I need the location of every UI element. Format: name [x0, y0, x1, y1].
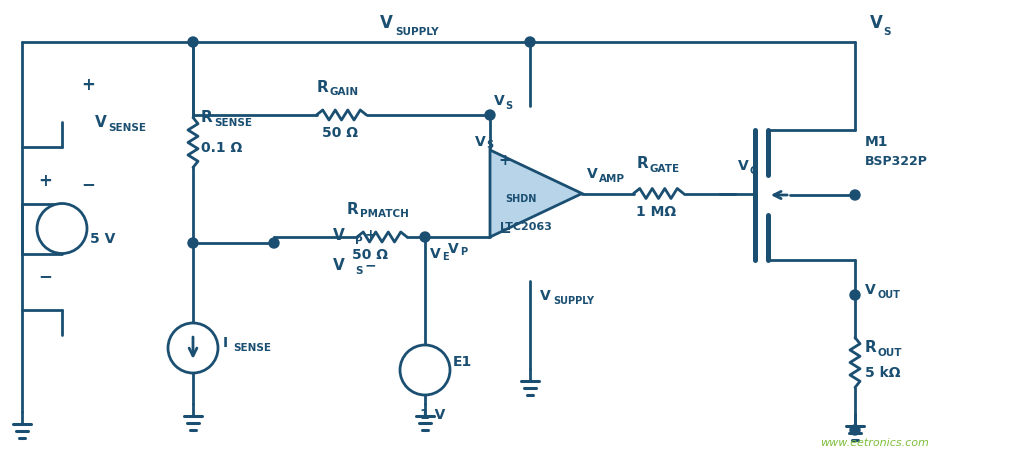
- Circle shape: [168, 323, 218, 373]
- Text: SENSE: SENSE: [108, 123, 146, 132]
- Circle shape: [188, 238, 198, 248]
- Text: R: R: [865, 340, 877, 355]
- Text: R: R: [636, 156, 648, 171]
- Text: BSP322P: BSP322P: [865, 155, 928, 168]
- Text: R: R: [347, 201, 359, 217]
- Text: 5 V: 5 V: [90, 231, 115, 246]
- Text: OUT: OUT: [878, 290, 901, 300]
- Text: V: V: [738, 159, 749, 172]
- Text: +: +: [38, 171, 52, 189]
- Text: M1: M1: [865, 135, 889, 149]
- Text: −: −: [38, 267, 52, 285]
- Text: 50 Ω: 50 Ω: [321, 126, 357, 140]
- Circle shape: [850, 290, 860, 300]
- Text: R: R: [316, 79, 328, 95]
- Circle shape: [188, 37, 198, 47]
- Text: PMATCH: PMATCH: [360, 209, 409, 219]
- Polygon shape: [490, 150, 582, 237]
- Text: SHDN: SHDN: [505, 194, 537, 203]
- Circle shape: [269, 238, 279, 248]
- Text: V: V: [333, 227, 345, 242]
- Text: S: S: [883, 27, 891, 37]
- Text: S: S: [486, 140, 494, 150]
- Text: GATE: GATE: [649, 164, 679, 173]
- Text: V: V: [494, 94, 505, 108]
- Text: +: +: [81, 76, 95, 94]
- Text: SUPPLY: SUPPLY: [553, 296, 594, 306]
- Text: 50 Ω: 50 Ω: [352, 248, 388, 262]
- Text: −: −: [364, 258, 376, 272]
- Text: V: V: [587, 166, 598, 181]
- Text: V: V: [430, 247, 441, 261]
- Circle shape: [400, 345, 450, 395]
- Text: V: V: [870, 14, 883, 32]
- Text: 0.1 Ω: 0.1 Ω: [201, 141, 242, 154]
- Text: +: +: [364, 228, 376, 242]
- Text: E1: E1: [453, 355, 472, 369]
- Text: 1 MΩ: 1 MΩ: [636, 205, 676, 219]
- Text: R: R: [201, 110, 212, 125]
- Text: 5 kΩ: 5 kΩ: [865, 366, 901, 379]
- Circle shape: [525, 37, 535, 47]
- Text: +: +: [407, 355, 419, 369]
- Text: G: G: [750, 165, 758, 176]
- Text: 1 V: 1 V: [420, 408, 445, 422]
- Circle shape: [850, 425, 860, 435]
- Text: LTC2063: LTC2063: [500, 221, 552, 231]
- Text: www.eetronics.com: www.eetronics.com: [820, 438, 929, 448]
- Text: AMP: AMP: [599, 173, 625, 183]
- Circle shape: [420, 232, 430, 242]
- Text: V: V: [333, 258, 345, 272]
- Text: V: V: [540, 289, 551, 302]
- Text: V: V: [380, 14, 393, 32]
- Text: SENSE: SENSE: [233, 343, 271, 353]
- Text: −: −: [81, 176, 95, 194]
- Text: V: V: [448, 242, 459, 256]
- Text: I: I: [223, 336, 228, 350]
- Text: S: S: [505, 101, 512, 111]
- Text: OUT: OUT: [878, 348, 903, 357]
- Circle shape: [37, 203, 87, 254]
- Text: −: −: [498, 225, 511, 240]
- Text: GAIN: GAIN: [329, 87, 359, 97]
- Text: V: V: [95, 115, 107, 130]
- Text: S: S: [355, 266, 362, 276]
- Text: −: −: [407, 373, 419, 387]
- Text: +: +: [498, 153, 511, 168]
- Text: V: V: [865, 283, 876, 297]
- Circle shape: [850, 190, 860, 200]
- Text: P: P: [460, 247, 467, 257]
- Text: SUPPLY: SUPPLY: [395, 27, 439, 37]
- Text: V: V: [475, 135, 485, 149]
- Circle shape: [485, 110, 495, 120]
- Text: P: P: [355, 236, 362, 246]
- Text: E: E: [442, 252, 448, 262]
- Text: SENSE: SENSE: [214, 118, 252, 128]
